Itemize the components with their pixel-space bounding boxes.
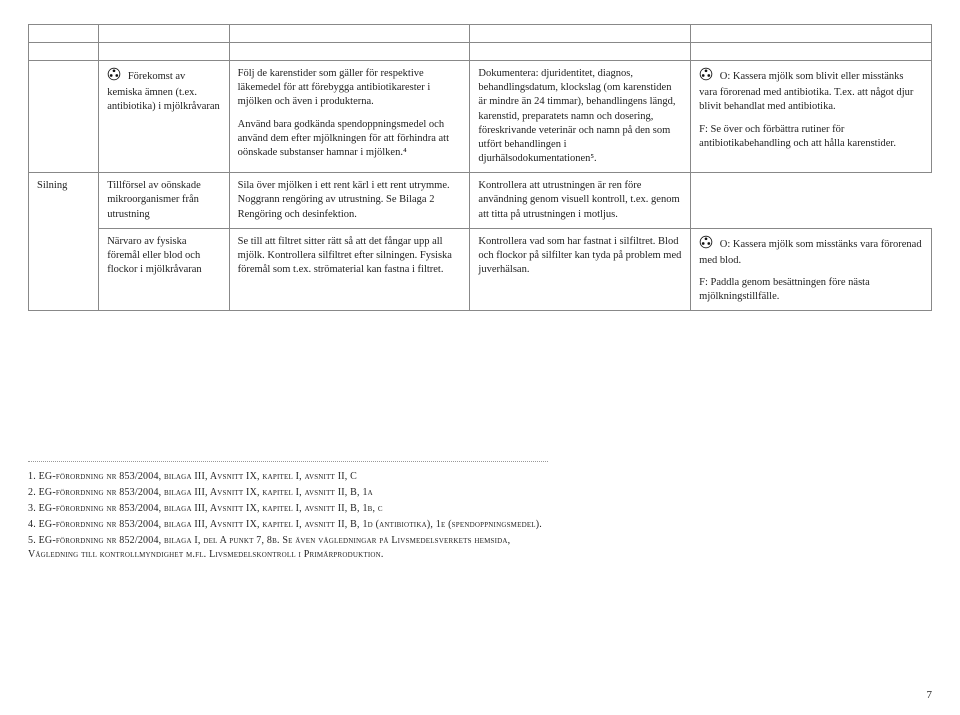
paragraph: F: Se över och förbättra rutiner för ant… bbox=[699, 123, 923, 151]
cell-measure: Sila över mjölken i ett rent kärl i ett … bbox=[229, 173, 470, 229]
cell-action: O: Kassera mjölk som blivit eller misstä… bbox=[691, 61, 932, 173]
page-number: 7 bbox=[927, 688, 933, 703]
cell-documentation: Kontrollera att utrustningen är ren före… bbox=[470, 173, 691, 229]
cell-hazard: Tillförsel av oönskade mikroorganismer f… bbox=[99, 173, 229, 229]
table-row: Förekomst av kemiska ämnen (t.ex. antibi… bbox=[29, 61, 932, 173]
paragraph: O: Kassera mjölk som blivit eller misstä… bbox=[699, 67, 923, 115]
cell-hazard: Närvaro av fysiska föremål eller blod oc… bbox=[99, 228, 229, 311]
cell-category: Silning bbox=[29, 173, 99, 229]
cell bbox=[470, 25, 691, 43]
table-row: Silning Tillförsel av oönskade mikroorga… bbox=[29, 173, 932, 229]
guidance-table: Förekomst av kemiska ämnen (t.ex. antibi… bbox=[28, 24, 932, 311]
footnote: 1. EG-förordning nr 853/2004, bilaga III… bbox=[28, 470, 548, 484]
paragraph: Följ de karenstider som gäller för respe… bbox=[238, 67, 462, 110]
action-text: O: Kassera mjölk som misstänks vara föro… bbox=[699, 239, 921, 266]
cell-measure: Följ de karenstider som gäller för respe… bbox=[229, 61, 470, 173]
blank-row bbox=[29, 25, 932, 43]
biohazard-icon bbox=[699, 235, 713, 254]
cell bbox=[470, 43, 691, 61]
biohazard-icon bbox=[107, 67, 121, 86]
paragraph: O: Kassera mjölk som misstänks vara föro… bbox=[699, 235, 923, 268]
footnote: 3. EG-förordning nr 853/2004, bilaga III… bbox=[28, 502, 548, 516]
footnotes: 1. EG-förordning nr 853/2004, bilaga III… bbox=[28, 461, 548, 562]
cell-action bbox=[691, 173, 932, 229]
table-row: Närvaro av fysiska föremål eller blod oc… bbox=[29, 228, 932, 311]
cell bbox=[691, 43, 932, 61]
footnote: 2. EG-förordning nr 853/2004, bilaga III… bbox=[28, 486, 548, 500]
cell-category bbox=[29, 61, 99, 173]
footnote: 4. EG-förordning nr 853/2004, bilaga III… bbox=[28, 518, 548, 532]
cell-measure: Se till att filtret sitter rätt så att d… bbox=[229, 228, 470, 311]
cell-documentation: Dokumentera: djuridentitet, diagnos, beh… bbox=[470, 61, 691, 173]
blank-row bbox=[29, 43, 932, 61]
cell bbox=[99, 25, 229, 43]
cell bbox=[29, 43, 99, 61]
cell-category bbox=[29, 228, 99, 311]
paragraph: F: Paddla genom besättningen före nästa … bbox=[699, 276, 923, 304]
paragraph: Använd bara godkända spendoppningsmedel … bbox=[238, 118, 462, 161]
cell bbox=[99, 43, 229, 61]
cell bbox=[229, 25, 470, 43]
action-text: O: Kassera mjölk som blivit eller misstä… bbox=[699, 71, 913, 112]
cell-hazard: Förekomst av kemiska ämnen (t.ex. antibi… bbox=[99, 61, 229, 173]
hazard-text: Förekomst av kemiska ämnen (t.ex. antibi… bbox=[107, 71, 220, 112]
cell-action: O: Kassera mjölk som misstänks vara föro… bbox=[691, 228, 932, 311]
cell bbox=[691, 25, 932, 43]
cell-documentation: Kontrollera vad som har fastnat i silfil… bbox=[470, 228, 691, 311]
footnote: 5. EG-förordning nr 852/2004, bilaga I, … bbox=[28, 534, 548, 562]
biohazard-icon bbox=[699, 67, 713, 86]
cell bbox=[229, 43, 470, 61]
cell bbox=[29, 25, 99, 43]
